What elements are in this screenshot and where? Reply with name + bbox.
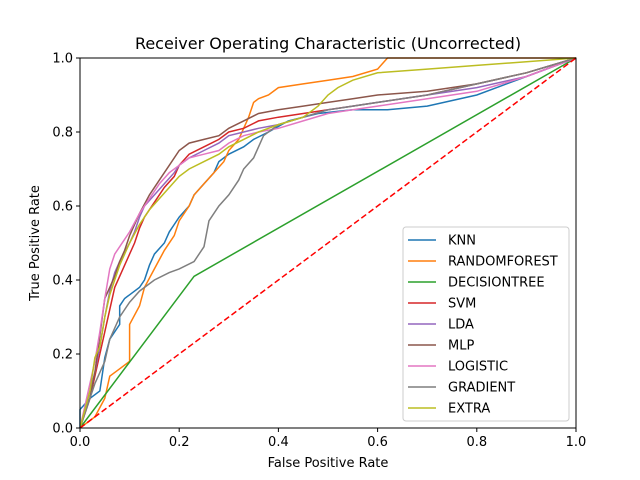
legend-label-extra: EXTRA [448,402,490,417]
legend-items: KNN RANDOMFOREST DECISIONTREE SVM LDA MLP LOGI… [408,234,558,417]
x-tick-label: 1.0 [566,435,587,450]
legend-label-lda: LDA [448,318,474,333]
y-tick-label: 1.0 [52,52,73,67]
series-line-mlp [79,57,577,429]
y-tick-label: 0.6 [52,200,73,215]
legend-label-knn: KNN [448,234,476,249]
series-line-randomforest [79,57,576,429]
x-axis-ticks: 0.0 0.2 0.4 0.6 0.8 1.0 [70,428,587,450]
legend-label-mlp: MLP [448,339,474,354]
x-tick-label: 0.0 [70,435,91,450]
y-axis-ticks: 0.0 0.2 0.4 0.6 0.8 1.0 [52,52,80,437]
legend-label-svm: SVM [448,297,476,312]
x-axis-label: False Positive Rate [268,456,389,471]
x-tick-label: 0.8 [466,435,487,450]
y-tick-label: 0.8 [52,126,73,141]
x-tick-label: 0.2 [169,435,190,450]
plot-frame [79,57,577,429]
series-line-extra [79,57,577,429]
legend-box [402,226,570,422]
legend-label-gradient: GRADIENT [448,381,515,396]
series-line-knn [79,57,577,428]
legend-label-decisiontree: DECISIONTREE [448,276,545,291]
legend: KNN RANDOMFOREST DECISIONTREE SVM LDA MLP LOGI… [402,226,570,422]
lines-layer [79,57,577,429]
legend-label-logistic: LOGISTIC [448,360,508,375]
chart-title: Receiver Operating Characteristic (Uncor… [135,34,521,53]
legend-label-randomforest: RANDOMFOREST [448,255,558,270]
x-tick-label: 0.4 [268,435,289,450]
x-tick-label: 0.6 [367,435,388,450]
y-tick-label: 0.2 [52,348,73,363]
series-line-decisiontree [79,57,577,429]
reference-diagonal-line [79,57,577,429]
y-tick-label: 0.4 [52,274,73,289]
y-axis-label: True Positive Rate [28,185,43,302]
series-line-logistic [79,57,577,429]
y-tick-label: 0.0 [52,422,73,437]
series-line-gradient [79,57,577,429]
